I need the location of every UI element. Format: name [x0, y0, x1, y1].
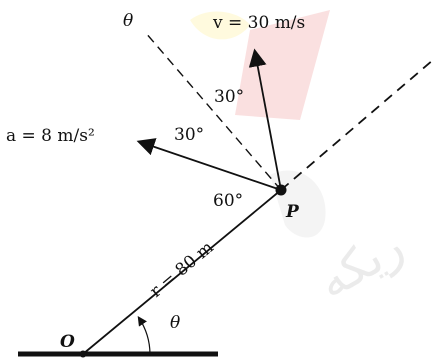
point-p-dot	[275, 184, 287, 196]
watermark: ريکه	[190, 10, 413, 310]
acceleration-label: a = 8 m/s²	[6, 126, 95, 146]
velocity-label: v = 30 m/s	[212, 13, 305, 33]
acceleration-vector	[136, 138, 282, 191]
angle-label-b: 30°	[174, 125, 204, 145]
point-p-label: P	[285, 202, 300, 222]
angle-label-a: 30°	[214, 87, 244, 107]
radius-label: r = 80 m	[146, 237, 217, 301]
theta-direction-dashed	[144, 31, 282, 191]
watermark-text: ريکه	[308, 218, 413, 311]
theta-bottom-label: θ	[170, 313, 180, 333]
theta-arc	[137, 315, 151, 355]
velocity-vector	[248, 48, 282, 191]
origin-label: O	[60, 332, 75, 352]
origin-dot	[79, 350, 87, 358]
theta-top-label: θ	[123, 11, 133, 31]
radius-line	[82, 189, 282, 355]
angle-label-c: 60°	[213, 191, 243, 211]
